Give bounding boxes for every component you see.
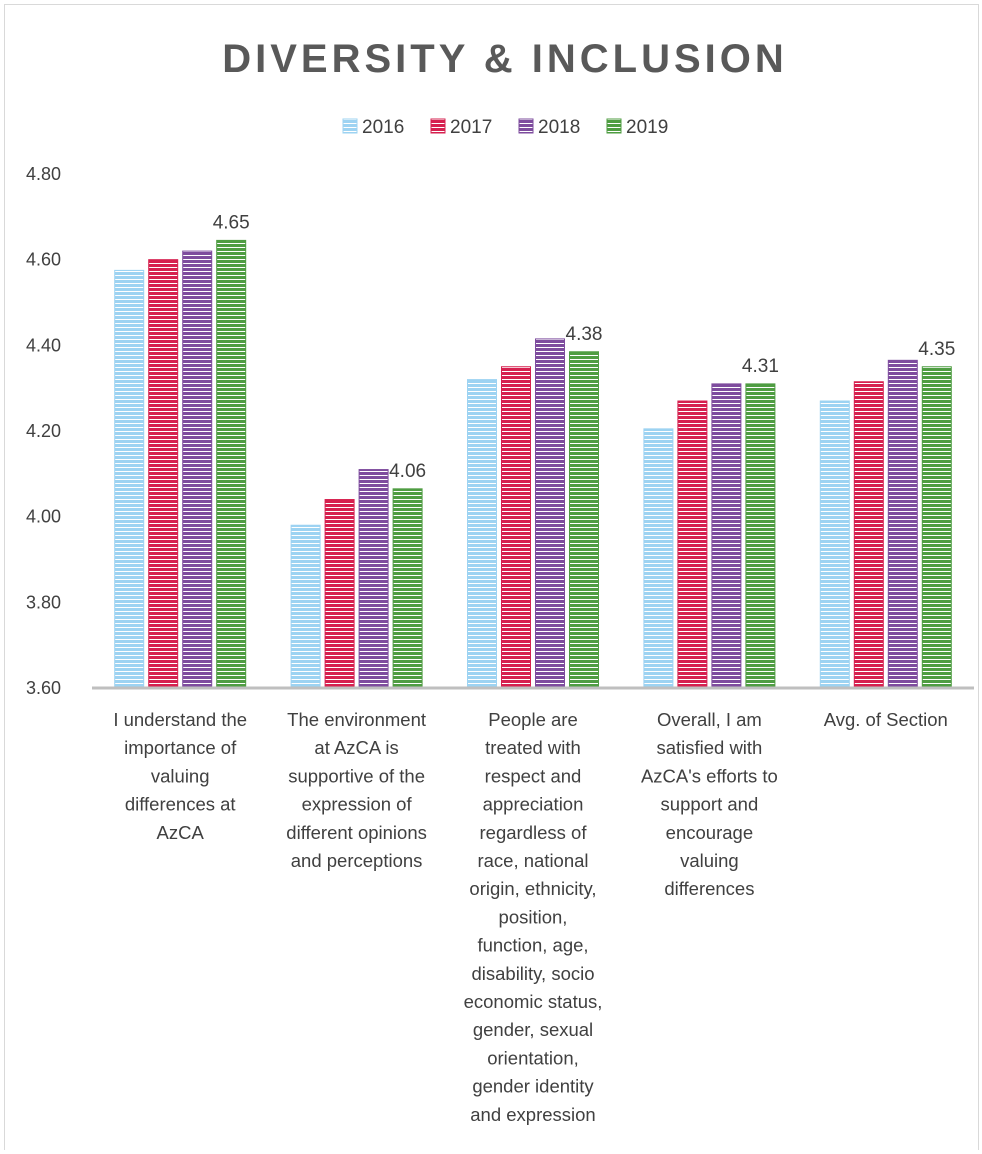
- x-category-line: satisfied with: [656, 737, 762, 758]
- bar-2018-4: [887, 359, 918, 689]
- x-category-line: respect and: [485, 765, 582, 786]
- x-category-line: Avg. of Section: [824, 709, 948, 730]
- x-category-line: orientation,: [487, 1047, 579, 1068]
- data-label: 4.65: [213, 212, 250, 233]
- x-category-line: differences: [664, 878, 754, 899]
- y-tick-label: 4.40: [26, 335, 61, 355]
- x-category-line: I understand the: [113, 709, 247, 730]
- bar-2019-2: [569, 351, 599, 689]
- y-axis: 3.60 3.80 4.00 4.20 4.40 4.60 4.80: [26, 164, 61, 698]
- y-tick-label: 4.60: [26, 250, 61, 270]
- bar-2018-0: [182, 250, 213, 689]
- x-category-line: supportive of the: [288, 765, 425, 786]
- x-category-line: appreciation: [483, 794, 584, 815]
- x-category-line: different opinions: [286, 822, 427, 843]
- bar-2016-4: [819, 400, 850, 689]
- y-tick-label: 3.60: [26, 678, 61, 698]
- bar-2017-2: [501, 366, 531, 689]
- bar-2016-3: [643, 428, 674, 689]
- x-category-line: and perceptions: [291, 850, 423, 871]
- x-category-line: AzCA's efforts to: [641, 765, 778, 786]
- bar-2016-1: [290, 524, 321, 689]
- legend-swatch-2017: [430, 118, 446, 134]
- x-category-line: and expression: [470, 1104, 595, 1125]
- x-category-line: importance of: [124, 737, 237, 758]
- data-labels: 4.65 4.06 4.38 4.31 4.35: [213, 212, 956, 481]
- x-category-line: valuing: [680, 850, 739, 871]
- x-category-line: valuing: [151, 765, 210, 786]
- x-category-line: gender identity: [472, 1076, 594, 1097]
- legend-swatch-2016: [342, 118, 358, 134]
- x-category-line: treated with: [485, 737, 581, 758]
- x-category-label: Avg. of Section: [824, 709, 948, 730]
- x-category-label: The environment at AzCA is supportive of t…: [286, 709, 427, 871]
- x-category-line: encourage: [666, 822, 753, 843]
- bar-2016-0: [114, 269, 145, 689]
- legend-swatch-2018: [518, 118, 534, 134]
- x-category-line: at AzCA is: [314, 737, 398, 758]
- legend-label: 2016: [362, 117, 404, 138]
- bar-2019-1: [392, 488, 423, 689]
- legend-label: 2017: [450, 117, 492, 138]
- data-label: 4.31: [742, 356, 779, 377]
- x-category-line: expression of: [302, 794, 413, 815]
- x-category-line: function, age,: [477, 935, 588, 956]
- legend-swatch-2019: [606, 118, 622, 134]
- data-label: 4.06: [389, 461, 426, 482]
- data-label: 4.38: [566, 324, 603, 345]
- legend-label: 2019: [626, 117, 668, 138]
- bar-2017-4: [853, 381, 884, 689]
- y-tick-label: 4.80: [26, 164, 61, 184]
- bar-2018-1: [358, 469, 389, 689]
- legend-label: 2018: [538, 117, 580, 138]
- y-tick-label: 4.20: [26, 421, 61, 441]
- y-tick-label: 4.00: [26, 507, 61, 527]
- x-category-line: The environment: [287, 709, 426, 730]
- legend: 2016 2017 2018 2019: [342, 117, 668, 138]
- chart-frame: [4, 4, 979, 1150]
- bar-2017-3: [677, 400, 708, 689]
- bar-2019-0: [216, 239, 247, 689]
- x-category-line: origin, ethnicity,: [469, 878, 596, 899]
- x-category-line: economic status,: [464, 991, 603, 1012]
- bar-2016-2: [467, 379, 497, 689]
- x-category-line: People are: [488, 709, 577, 730]
- bars: [114, 239, 952, 689]
- x-category-label: I understand the importance of valuing diff…: [113, 709, 247, 843]
- bar-2019-3: [745, 383, 776, 689]
- bar-2018-2: [535, 338, 565, 689]
- x-axis: I understand the importance of valuing diff…: [92, 686, 974, 1125]
- bar-2017-0: [148, 259, 179, 689]
- x-category-line: differences at: [125, 794, 236, 815]
- x-category-line: disability, socio: [471, 963, 594, 984]
- bar-2019-4: [921, 366, 952, 689]
- x-category-label: Overall, I am satisfied with AzCA's effort…: [641, 709, 778, 899]
- x-category-line: regardless of: [480, 822, 588, 843]
- x-category-line: Overall, I am: [657, 709, 762, 730]
- x-category-label: People are treated with respect and appreci…: [464, 709, 603, 1125]
- x-category-line: position,: [499, 906, 568, 927]
- x-category-line: race, national: [477, 850, 588, 871]
- bar-2018-3: [711, 383, 742, 689]
- bar-2017-1: [324, 499, 355, 689]
- data-label: 4.35: [918, 339, 955, 360]
- x-category-line: support and: [661, 794, 759, 815]
- y-tick-label: 3.80: [26, 592, 61, 612]
- x-category-line: gender, sexual: [473, 1019, 593, 1040]
- x-category-line: AzCA: [157, 822, 205, 843]
- chart-title: DIVERSITY & INCLUSION: [222, 37, 788, 81]
